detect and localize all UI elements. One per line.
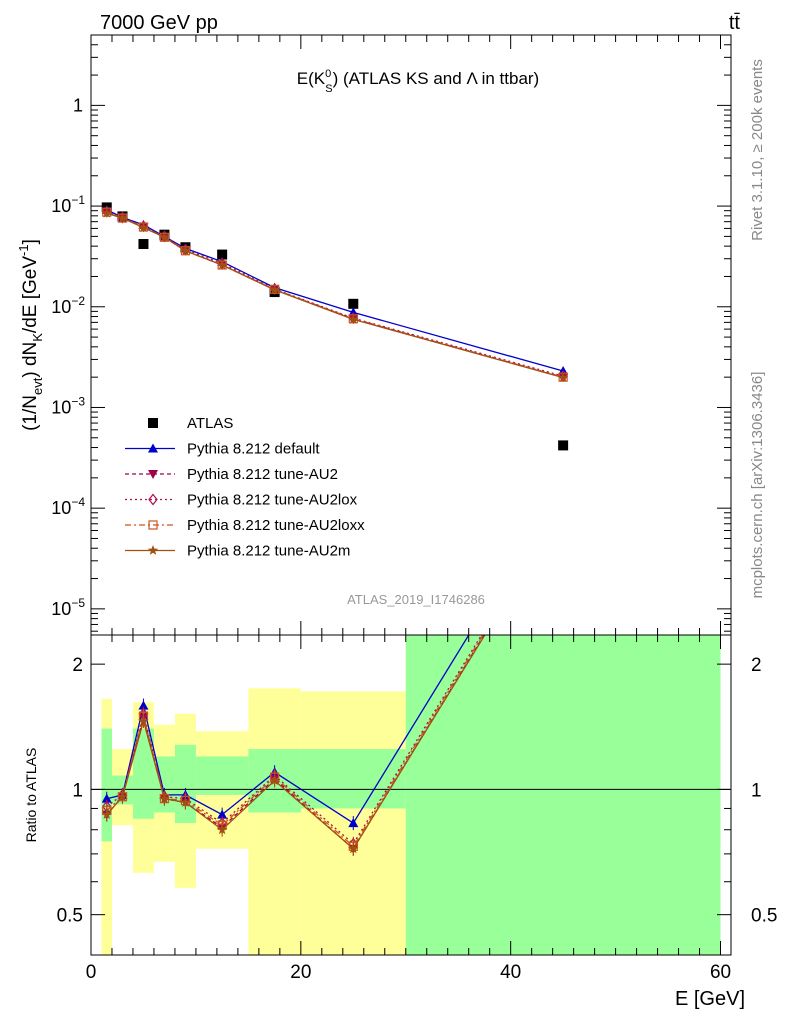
legend-label-au2m: Pythia 8.212 tune-AU2m (187, 543, 350, 560)
ratio-y-tick-label-2: 2 (72, 655, 83, 676)
ratio-point-au2lox-8 (559, 497, 567, 507)
top-y-tick-label-2: 10−3 (51, 394, 85, 417)
top-point-atlas-7 (348, 298, 359, 309)
top-point-au2m-4 (180, 245, 191, 256)
bottom-frame (90, 634, 732, 956)
x-tick-label-0: 0 (86, 962, 97, 983)
ratio-axis-ticks: 0.5 0.51 12 20 20 40 60 (57, 635, 777, 983)
top-point-au2m-5 (216, 259, 228, 270)
top-line-default (106, 209, 564, 372)
ratio-point-au2m-0 (101, 809, 112, 819)
top-point-default-7 (348, 307, 359, 317)
legend-marker-au2loxx (148, 520, 158, 530)
ratio-point-au2loxx-8 (559, 500, 567, 508)
ratio-point-au2m-5 (216, 824, 228, 835)
ratio-point-au2m-8 (558, 502, 569, 512)
top-point-au2m-1 (117, 212, 128, 223)
yellow-band-6 (248, 688, 301, 955)
green-band-2 (132, 728, 154, 819)
legend-label-atlas: ATLAS (187, 415, 233, 432)
ratio-y-tick-label-0: 0.5 (57, 906, 83, 927)
legend-label-au2lox: Pythia 8.212 tune-AU2lox (187, 492, 358, 509)
top-line-au2m (106, 212, 564, 379)
top-point-au2m-0 (101, 207, 112, 218)
green-band-0 (101, 728, 112, 842)
legend-marker-au2m (147, 545, 159, 555)
top-point-au2m-2 (138, 222, 149, 233)
legend-label-default: Pythia 8.212 default (187, 441, 320, 458)
top-point-au2m-6 (269, 284, 280, 295)
green-band-8 (405, 635, 721, 955)
top-series (101, 202, 569, 451)
ratio-panel: 0.5 0.51 12 20 20 40 60 Ratio to ATLAS E [GeV] (23, 476, 777, 1010)
ratio-point-au2m-3 (159, 793, 170, 804)
ratio-y-tick-label-right-1: 1 (751, 780, 762, 801)
ratio-y-label: Ratio to ATLAS (23, 748, 39, 843)
ratio-y-tick-label-right-0: 0.5 (751, 906, 777, 927)
top-y-tick-label-1: 10−4 (51, 495, 85, 518)
green-band-5 (195, 756, 249, 795)
top-point-au2m-8 (557, 372, 569, 382)
top-point-atlas-8 (558, 440, 569, 451)
legend: ATLAS Pythia 8.212 default Pythia 8.212 tu… (125, 415, 365, 560)
top-y-tick-label-5: 1 (73, 95, 83, 115)
main-panel: ATLAS_2019_I1746286 E(K0 S) (ATLAS KS and… (16, 34, 731, 635)
top-axis-ticks: 10−5 10−4 10−3 10−2 10−1 1 (51, 34, 731, 635)
legend-marker-default (148, 443, 158, 453)
ratio-point-default-8 (558, 476, 568, 485)
x-tick-label-2: 40 (500, 962, 521, 983)
chart-title: E(K0 S) (ATLAS KS and Λ in ttbar) (297, 68, 539, 95)
legend-label-au2loxx: Pythia 8.212 tune-AU2loxx (187, 517, 365, 534)
y-axis-label: (1/Nevt) dNK/dE [GeV-1] (16, 239, 45, 431)
watermark-label: ATLAS_2019_I1746286 (347, 592, 485, 607)
top-point-au2lox-5 (217, 257, 227, 270)
legend-marker-au2lox (148, 493, 158, 506)
green-band-7 (300, 749, 406, 809)
ratio-point-au2m-1 (117, 791, 128, 802)
top-y-tick-label-4: 10−1 (51, 193, 85, 216)
ratio-point-default-7 (348, 818, 359, 828)
uncertainty-bands (101, 635, 721, 955)
ratio-point-au2m-7 (348, 843, 359, 854)
legend-marker-au2 (148, 470, 158, 479)
ratio-y-tick-label-1: 1 (72, 780, 83, 801)
ratio-point-au2-8 (558, 502, 568, 511)
rivet-label: Rivet 3.1.10, ≥ 200k events (749, 59, 766, 241)
top-point-atlas-2 (138, 239, 149, 250)
green-band-4 (174, 744, 196, 824)
legend-marker-atlas (148, 418, 158, 428)
ratio-point-default-0 (101, 793, 112, 803)
x-tick-label-3: 60 (710, 962, 731, 983)
ratio-point-default-2 (138, 700, 149, 710)
top-point-au2lox-6 (269, 283, 280, 296)
top-point-atlas-5 (217, 249, 228, 260)
mcplots-label: mcplots.cern.ch [arXiv:1306.3436] (749, 372, 766, 599)
top-point-au2m-3 (159, 231, 170, 242)
top-point-au2m-7 (348, 313, 359, 324)
ratio-series (101, 476, 569, 856)
energy-label: 7000 GeV pp (100, 12, 218, 34)
x-axis-label: E [GeV] (675, 988, 745, 1010)
top-y-tick-label-3: 10−2 (51, 294, 85, 317)
legend-label-au2: Pythia 8.212 tune-AU2 (187, 466, 338, 483)
ratio-point-au2m-2 (138, 715, 149, 726)
ratio-point-au2m-4 (180, 797, 191, 807)
top-y-tick-label-0: 10−5 (51, 596, 85, 619)
x-tick-label-1: 20 (290, 962, 311, 983)
ratio-point-default-5 (217, 809, 228, 819)
ratio-point-au2m-6 (269, 775, 280, 785)
ratio-y-tick-label-right-2: 2 (751, 655, 762, 676)
process-label: tt̄ (729, 12, 741, 34)
